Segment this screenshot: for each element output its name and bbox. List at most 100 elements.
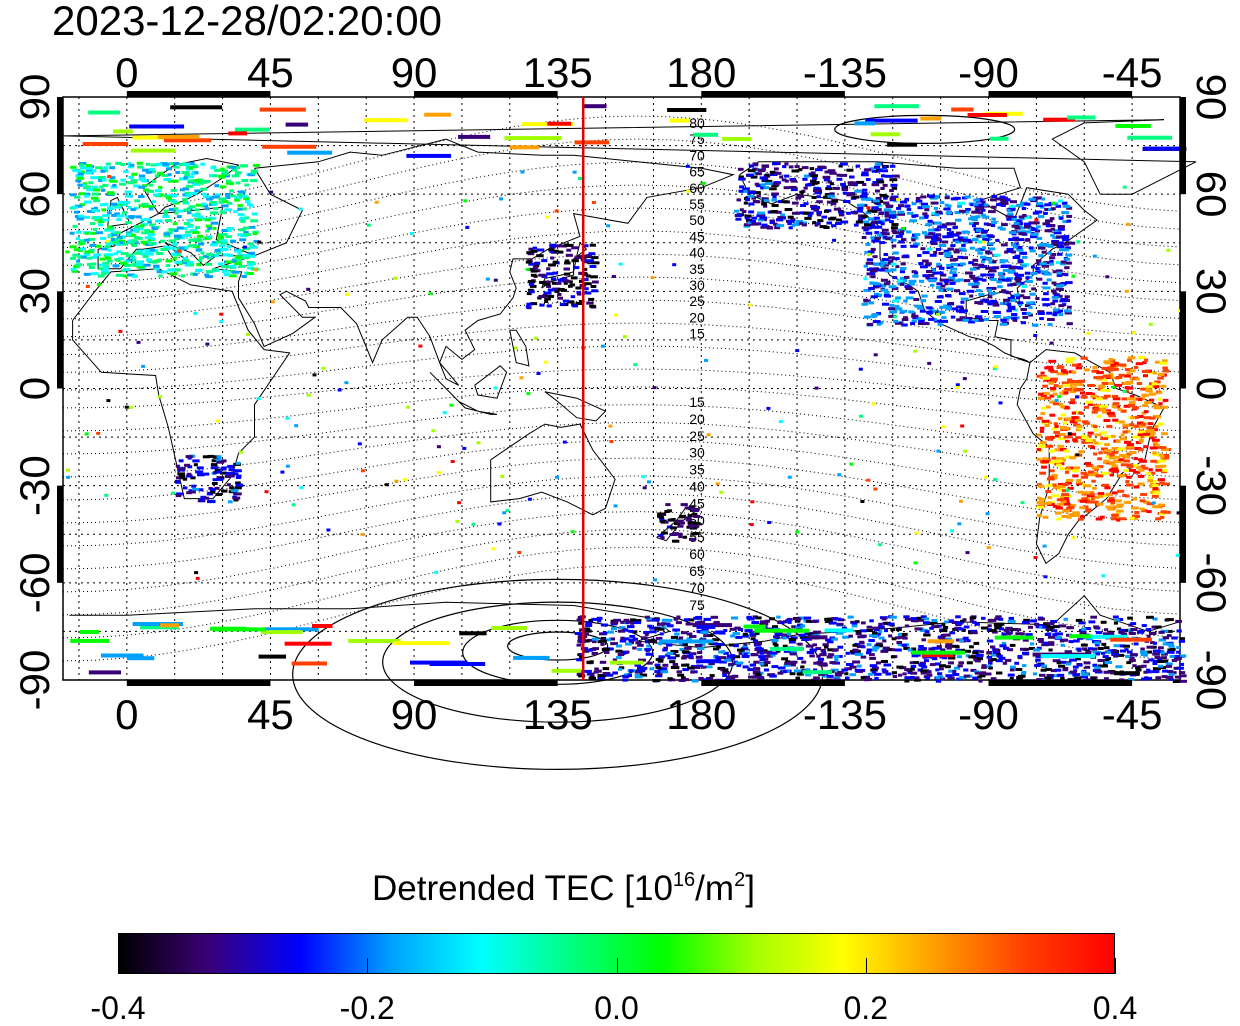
tec-pixel bbox=[1034, 270, 1041, 274]
tec-pixel bbox=[899, 230, 905, 234]
tec-pixel bbox=[1052, 291, 1058, 295]
tec-pixel bbox=[1051, 295, 1059, 299]
tec-pixel bbox=[127, 273, 136, 277]
tec-pixel bbox=[1126, 475, 1132, 479]
tec-pixel bbox=[1079, 499, 1088, 503]
tec-pixel bbox=[1163, 454, 1170, 457]
tec-pixel bbox=[928, 621, 934, 625]
tec-pixel bbox=[870, 272, 876, 276]
tec-pixel bbox=[532, 266, 539, 269]
tec-pixel bbox=[168, 239, 176, 243]
tec-pixel bbox=[957, 255, 964, 259]
tec-streak bbox=[170, 105, 223, 110]
tec-pixel bbox=[941, 240, 949, 244]
tec-pixel bbox=[977, 277, 983, 281]
tec-pixel bbox=[948, 276, 956, 280]
tec-pixel bbox=[982, 238, 990, 242]
tec-pixel bbox=[585, 254, 592, 258]
tec-pixel bbox=[1045, 624, 1051, 628]
tec-pixel bbox=[1022, 214, 1027, 217]
tec-pixel bbox=[925, 676, 930, 680]
tec-pixel bbox=[848, 183, 856, 187]
tec-pixel bbox=[112, 202, 118, 206]
tec-pixel bbox=[1122, 459, 1131, 463]
tec-pixel bbox=[635, 641, 642, 645]
tec-pixel bbox=[1103, 646, 1110, 650]
tec-pixel bbox=[759, 651, 765, 655]
tec-pixel bbox=[995, 659, 1003, 663]
tec-pixel bbox=[1037, 396, 1046, 400]
tec-pixel bbox=[978, 679, 983, 683]
tec-pixel bbox=[1113, 654, 1119, 658]
tec-pixel bbox=[666, 643, 673, 647]
tec-pixel bbox=[978, 292, 985, 296]
tec-pixel bbox=[1034, 229, 1040, 233]
coastline bbox=[1016, 349, 1165, 565]
tec-pixel bbox=[927, 194, 935, 198]
tec-pixel bbox=[1078, 621, 1086, 625]
tec-pixel bbox=[1069, 382, 1077, 386]
tec-pixel bbox=[876, 322, 882, 326]
tec-pixel bbox=[1007, 296, 1014, 300]
tec-pixel bbox=[555, 475, 559, 479]
tec-pixel bbox=[175, 464, 180, 468]
tec-streak bbox=[259, 107, 306, 112]
tec-pixel bbox=[861, 236, 867, 239]
tec-pixel bbox=[1138, 448, 1144, 452]
tec-pixel bbox=[152, 180, 157, 183]
tec-pixel bbox=[974, 622, 980, 626]
tec-pixel bbox=[998, 617, 1004, 621]
tec-pixel bbox=[956, 318, 965, 322]
tec-pixel bbox=[207, 226, 212, 230]
tec-pixel bbox=[804, 216, 812, 220]
tec-pixel bbox=[1157, 660, 1165, 663]
tec-pixel bbox=[219, 244, 226, 248]
tec-pixel bbox=[465, 225, 470, 229]
tec-pixel bbox=[980, 626, 989, 630]
tec-pixel bbox=[1077, 411, 1083, 415]
tec-pixel bbox=[83, 192, 91, 196]
tec-pixel bbox=[1066, 214, 1073, 218]
tec-pixel bbox=[179, 163, 184, 166]
tec-pixel bbox=[552, 287, 558, 291]
tec-pixel bbox=[1105, 389, 1111, 392]
tec-streak bbox=[994, 635, 1034, 640]
tec-pixel bbox=[205, 229, 210, 233]
tec-pixel bbox=[1118, 474, 1126, 478]
tec-pixel bbox=[941, 316, 947, 320]
tec-pixel bbox=[895, 648, 902, 652]
tec-pixel bbox=[776, 218, 784, 222]
tec-pixel bbox=[992, 367, 997, 371]
tec-pixel bbox=[627, 674, 633, 677]
tec-pixel bbox=[809, 654, 815, 658]
tec-pixel bbox=[1047, 251, 1052, 255]
tec-pixel bbox=[190, 476, 196, 480]
tec-pixel bbox=[877, 204, 883, 208]
tec-pixel bbox=[1083, 405, 1090, 409]
tec-pixel bbox=[944, 251, 952, 255]
tec-pixel bbox=[1035, 202, 1044, 206]
tec-pixel bbox=[659, 632, 664, 636]
tec-pixel bbox=[819, 663, 827, 667]
tec-pixel bbox=[203, 194, 209, 198]
tec-pixel bbox=[1026, 301, 1034, 305]
tec-pixel bbox=[975, 215, 981, 219]
tec-streak bbox=[887, 142, 918, 147]
tec-pixel bbox=[1045, 219, 1053, 223]
tec-pixel bbox=[1072, 474, 1079, 478]
tec-pixel bbox=[70, 267, 77, 271]
tec-pixel bbox=[922, 274, 929, 278]
tec-pixel bbox=[852, 648, 859, 652]
tec-pixel bbox=[1058, 624, 1067, 628]
tec-pixel bbox=[1069, 401, 1076, 405]
tec-pixel bbox=[878, 625, 885, 629]
tec-pixel bbox=[968, 320, 976, 324]
tec-pixel bbox=[987, 288, 993, 292]
tec-pixel bbox=[800, 204, 807, 207]
tec-pixel bbox=[106, 259, 113, 263]
tec-pixel bbox=[1176, 650, 1181, 654]
tec-pixel bbox=[1150, 482, 1155, 486]
tec-pixel bbox=[919, 216, 925, 220]
tec-pixel bbox=[133, 184, 140, 188]
tec-pixel bbox=[1059, 288, 1064, 291]
